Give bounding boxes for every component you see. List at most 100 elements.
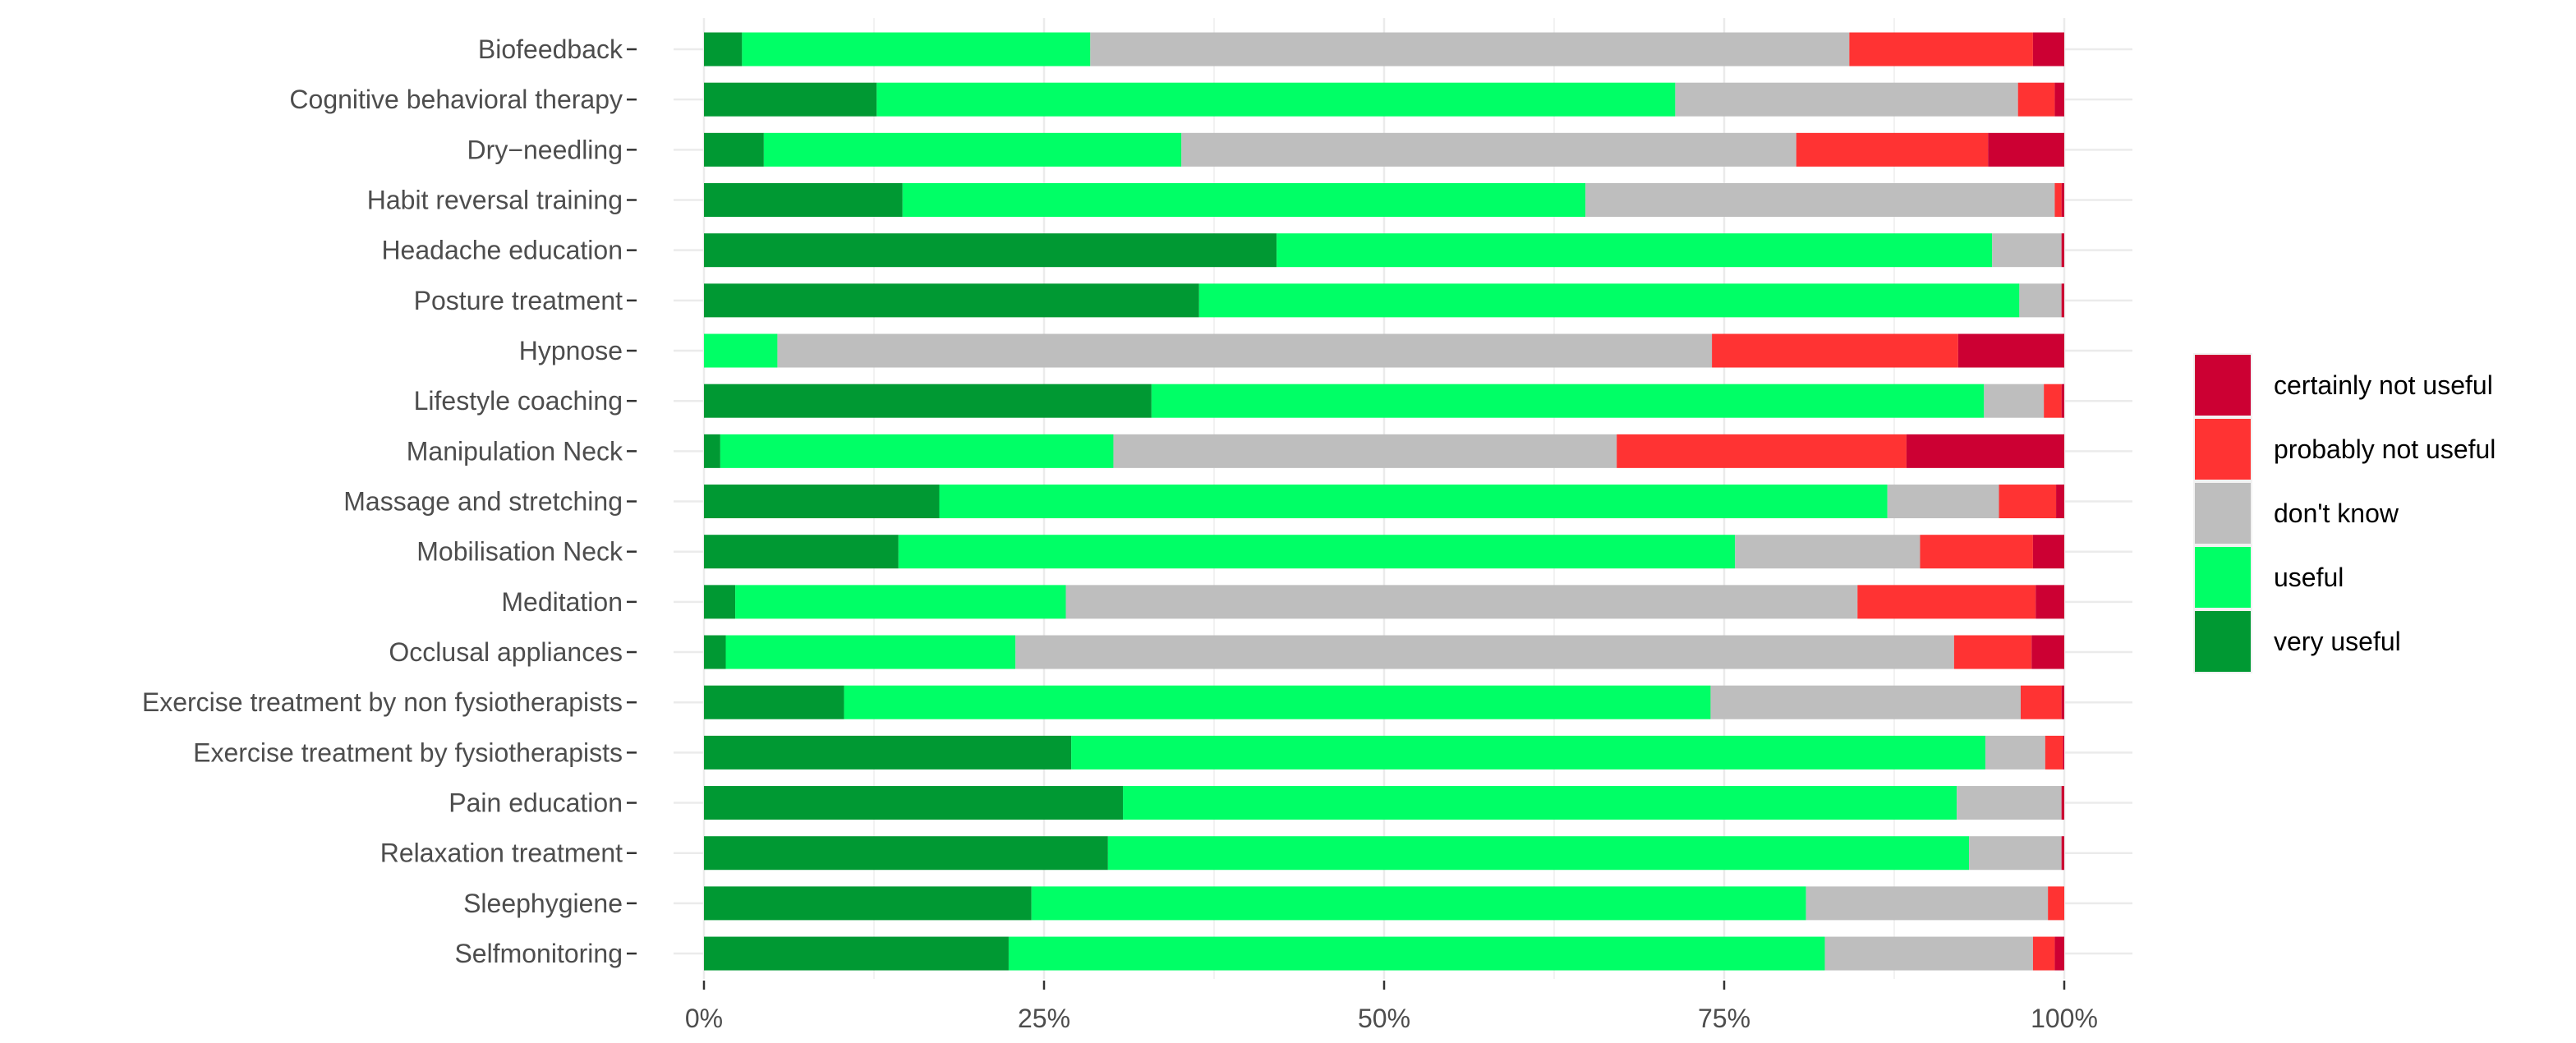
category-label-posture-treatment: Posture treatment <box>414 286 623 315</box>
legend-swatch-probably-not-useful <box>2195 419 2251 480</box>
legend-swatch-very-useful <box>2195 611 2251 672</box>
category-label-mobilisation-neck: Mobilisation Neck <box>416 537 623 567</box>
bar-occlusal-appliances-very-useful <box>704 635 726 669</box>
bar-dry-needling-very-useful <box>704 132 764 167</box>
bar-headache-education-very-useful <box>704 233 1277 268</box>
category-label-meditation: Meditation <box>501 587 623 617</box>
legend: certainly not useful probably not useful d… <box>2193 353 2496 673</box>
bar-pain-education-don-t-know <box>1957 786 2062 820</box>
bar-meditation-certainly-not-useful <box>2036 585 2064 619</box>
bar-massage-and-stretching-useful <box>939 485 1888 519</box>
y-axis-ticks <box>627 48 637 955</box>
bar-dry-needling-don-t-know <box>1181 132 1796 167</box>
category-label-relaxation-treatment: Relaxation treatment <box>380 839 623 868</box>
bar-sleephygiene-probably-not-useful <box>2048 886 2064 921</box>
bar-massage-and-stretching-probably-not-useful <box>1999 485 2057 519</box>
bar-lifestyle-coaching-don-t-know <box>1984 384 2045 418</box>
bar-lifestyle-coaching-useful <box>1151 384 1985 418</box>
x-axis-labels: 0% 25% 50% 75% 100% <box>685 1004 2098 1033</box>
bar-cognitive-behavioral-therapy-don-t-know <box>1675 82 2018 117</box>
bar-mobilisation-neck-probably-not-useful <box>1920 535 2033 569</box>
bar-exercise-treatment-by-fysiotherapists-don-t-know <box>1985 735 2045 770</box>
bar-manipulation-neck-certainly-not-useful <box>1906 434 2064 468</box>
legend-label-don-t-know: don't know <box>2274 499 2399 528</box>
bars <box>704 32 2064 971</box>
bar-posture-treatment-don-t-know <box>2019 283 2062 318</box>
bar-relaxation-treatment-don-t-know <box>1969 836 2062 871</box>
bar-massage-and-stretching-very-useful <box>704 485 940 519</box>
bar-manipulation-neck-don-t-know <box>1113 434 1617 468</box>
bar-hypnose-certainly-not-useful <box>1957 333 2064 368</box>
bar-habit-reversal-training-probably-not-useful <box>2054 183 2062 218</box>
bar-massage-and-stretching-don-t-know <box>1887 485 1999 519</box>
bar-exercise-treatment-by-fysiotherapists-useful <box>1071 735 1985 770</box>
category-label-sleephygiene: Sleephygiene <box>463 889 623 918</box>
x-tick-label: 50% <box>1358 1004 1410 1033</box>
legend-label-very-useful: very useful <box>2274 627 2401 656</box>
bar-exercise-treatment-by-fysiotherapists-very-useful <box>704 735 1072 770</box>
bar-exercise-treatment-by-non-fysiotherapists-certainly-not-useful <box>2061 685 2064 719</box>
category-label-dry-needling: Dry−needling <box>467 135 623 164</box>
legend-swatch-don-t-know <box>2195 483 2251 544</box>
bar-selfmonitoring-useful <box>1008 936 1825 971</box>
bar-occlusal-appliances-useful <box>725 635 1016 669</box>
category-label-exercise-treatment-by-non-fysiotherapists: Exercise treatment by non fysiotherapist… <box>142 687 623 717</box>
bar-exercise-treatment-by-non-fysiotherapists-don-t-know <box>1710 685 2022 719</box>
legend-label-useful: useful <box>2274 563 2344 592</box>
bar-biofeedback-useful <box>742 32 1091 67</box>
x-tick-label: 75% <box>1698 1004 1750 1033</box>
bar-pain-education-useful <box>1123 786 1957 820</box>
bar-cognitive-behavioral-therapy-very-useful <box>704 82 877 117</box>
bar-pain-education-very-useful <box>704 786 1124 820</box>
bar-mobilisation-neck-certainly-not-useful <box>2032 535 2064 569</box>
bar-habit-reversal-training-certainly-not-useful <box>2061 183 2064 218</box>
bar-relaxation-treatment-useful <box>1107 836 1970 871</box>
bar-cognitive-behavioral-therapy-probably-not-useful <box>2017 82 2055 117</box>
category-label-habit-reversal-training: Habit reversal training <box>367 186 623 215</box>
bar-cognitive-behavioral-therapy-useful <box>876 82 1676 117</box>
category-label-hypnose: Hypnose <box>519 336 623 365</box>
legend-swatch-useful <box>2195 547 2251 608</box>
bar-occlusal-appliances-don-t-know <box>1015 635 1954 669</box>
category-label-headache-education: Headache education <box>381 236 623 265</box>
bar-hypnose-useful <box>704 333 778 368</box>
category-label-exercise-treatment-by-fysiotherapists: Exercise treatment by fysiotherapists <box>193 737 623 767</box>
bar-lifestyle-coaching-certainly-not-useful <box>2061 384 2064 418</box>
bar-cognitive-behavioral-therapy-certainly-not-useful <box>2054 82 2064 117</box>
bar-meditation-useful <box>735 585 1066 619</box>
bar-selfmonitoring-very-useful <box>704 936 1009 971</box>
legend-label-certainly-not-useful: certainly not useful <box>2274 370 2493 400</box>
bar-lifestyle-coaching-probably-not-useful <box>2044 384 2062 418</box>
bar-lifestyle-coaching-very-useful <box>704 384 1152 418</box>
x-tick-label: 100% <box>2031 1004 2098 1033</box>
bar-exercise-treatment-by-non-fysiotherapists-very-useful <box>704 685 844 719</box>
bar-hypnose-don-t-know <box>777 333 1713 368</box>
bar-habit-reversal-training-very-useful <box>704 183 903 218</box>
y-axis-labels: Biofeedback Cognitive behavioral therapy D… <box>142 34 623 968</box>
x-axis-ticks <box>702 981 2066 990</box>
bar-meditation-don-t-know <box>1065 585 1858 619</box>
category-label-massage-and-stretching: Massage and stretching <box>343 487 623 517</box>
bar-mobilisation-neck-don-t-know <box>1735 535 1920 569</box>
bar-mobilisation-neck-very-useful <box>704 535 899 569</box>
bar-massage-and-stretching-certainly-not-useful <box>2056 485 2064 519</box>
bar-headache-education-useful <box>1276 233 1993 268</box>
x-tick-label: 25% <box>1018 1004 1070 1033</box>
bar-manipulation-neck-useful <box>720 434 1114 468</box>
bar-relaxation-treatment-very-useful <box>704 836 1108 871</box>
bar-habit-reversal-training-useful <box>902 183 1586 218</box>
bar-sleephygiene-very-useful <box>704 886 1032 921</box>
bar-biofeedback-very-useful <box>704 32 743 67</box>
bar-posture-treatment-useful <box>1198 283 2020 318</box>
category-label-selfmonitoring: Selfmonitoring <box>454 939 623 968</box>
bar-posture-treatment-very-useful <box>704 283 1199 318</box>
bar-occlusal-appliances-probably-not-useful <box>1953 635 2032 669</box>
category-label-manipulation-neck: Manipulation Neck <box>407 436 623 466</box>
bar-headache-education-certainly-not-useful <box>2061 233 2064 268</box>
bar-sleephygiene-don-t-know <box>1806 886 2049 921</box>
category-label-occlusal-appliances: Occlusal appliances <box>389 637 623 667</box>
bar-exercise-treatment-by-fysiotherapists-certainly-not-useful <box>2063 735 2064 770</box>
bar-occlusal-appliances-certainly-not-useful <box>2031 635 2064 669</box>
bar-selfmonitoring-certainly-not-useful <box>2054 936 2064 971</box>
